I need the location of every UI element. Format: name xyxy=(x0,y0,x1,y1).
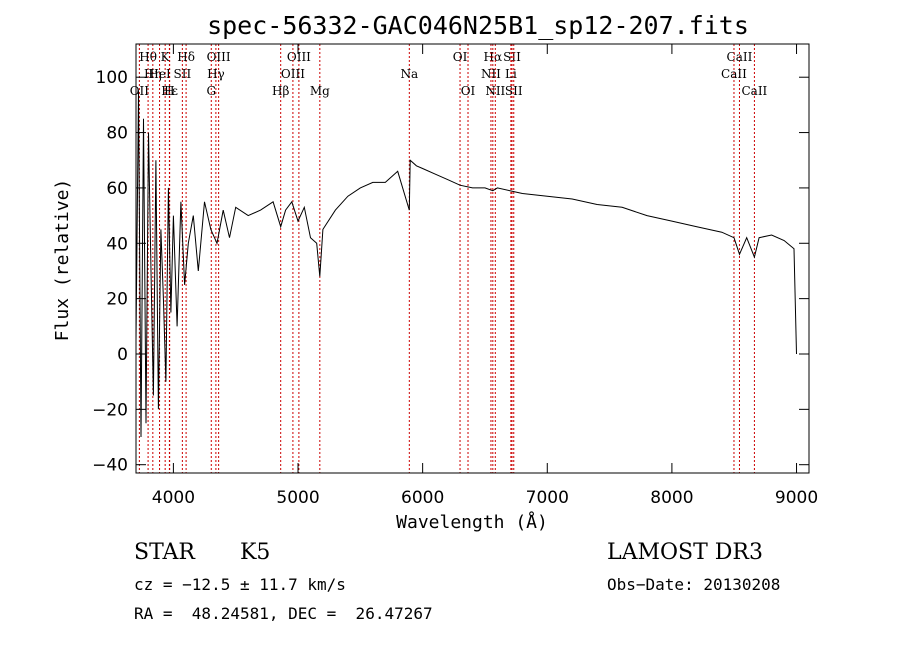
axis-ticks: 4000 5000 6000 7000 8000 9000 −40 −20 0 20 40 60 80 1… xyxy=(92,44,818,508)
spectral-subclass: K5 xyxy=(240,540,271,565)
line-label-9: OIII xyxy=(207,50,231,64)
chart-title: spec-56332-GAC046N25B1_sp12-207.fits xyxy=(207,11,749,40)
x-axis-label: Wavelength (Å) xyxy=(396,511,548,533)
y-tick-label-4: 40 xyxy=(106,234,128,254)
x-tick-label-0: 4000 xyxy=(152,488,195,508)
line-label-12: Hβ xyxy=(272,84,289,98)
x-tick-label-5: 9000 xyxy=(775,488,818,508)
line-label-24: SII xyxy=(505,84,523,98)
line-label-27: CaII xyxy=(741,84,767,98)
line-label-18: OI xyxy=(461,84,476,98)
plot-frame xyxy=(135,43,810,474)
line-label-0: Hθ xyxy=(139,50,157,64)
coordinates: RA = 48.24581, DEC = 26.47267 xyxy=(134,604,433,623)
x-tick-label-3: 7000 xyxy=(526,488,569,508)
line-label-15: Mg xyxy=(310,84,330,98)
line-label-11: G xyxy=(206,84,216,98)
x-tick-label-2: 6000 xyxy=(401,488,444,508)
y-tick-label-5: 60 xyxy=(106,179,128,199)
y-tick-label-7: 100 xyxy=(96,68,128,88)
survey-name: LAMOST DR3 xyxy=(607,540,763,565)
line-label-16: Na xyxy=(400,67,418,81)
y-tick-label-3: 20 xyxy=(106,290,128,310)
line-label-23: Li xyxy=(505,67,517,81)
line-label-1: OII xyxy=(130,84,150,98)
line-label-13: OIII xyxy=(287,50,311,64)
line-label-3: K xyxy=(161,50,171,64)
y-tick-label-2: 0 xyxy=(117,345,128,365)
line-label-14: OIII xyxy=(281,67,305,81)
line-label-6: H xyxy=(164,84,174,98)
line-label-20: NII xyxy=(481,67,501,81)
y-axis-label: Flux (relative) xyxy=(52,179,73,342)
y-tick-label-6: 80 xyxy=(106,124,128,144)
line-label-2: Hη xyxy=(144,67,162,81)
y-tick-label-0: −40 xyxy=(92,456,128,476)
redshift-text: cz = −12.5 ± 11.7 km/s xyxy=(134,575,346,594)
x-tick-label-4: 8000 xyxy=(650,488,693,508)
x-tick-label-1: 5000 xyxy=(276,488,319,508)
spectrum-series-line xyxy=(135,91,797,438)
line-label-8: Hδ xyxy=(177,50,195,64)
line-label-7: SII xyxy=(174,67,192,81)
line-label-5: Hε xyxy=(161,84,178,98)
line-label-10: Hγ xyxy=(207,67,225,81)
line-label-4: HeI xyxy=(148,67,171,81)
obs-date: Obs−Date: 20130208 xyxy=(607,575,781,594)
object-class: STAR xyxy=(134,540,195,565)
line-label-19: Hα xyxy=(484,50,503,64)
line-label-17: OI xyxy=(453,50,468,64)
line-label-21: NII xyxy=(485,84,505,98)
y-tick-label-1: −20 xyxy=(92,400,128,420)
line-label-22: SII xyxy=(503,50,521,64)
line-label-26: CaII xyxy=(721,67,747,81)
line-label-25: CaII xyxy=(727,50,753,64)
